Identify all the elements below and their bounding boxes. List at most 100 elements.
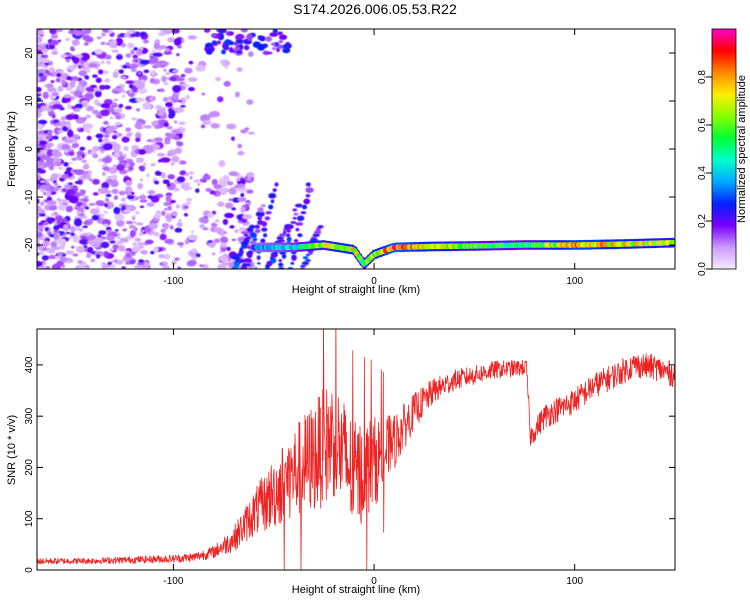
noise-speckle [141, 229, 145, 233]
noise-speckle [113, 195, 119, 200]
oblique-streak-speckle [248, 224, 256, 229]
noise-speckle [92, 178, 100, 185]
oblique-streak-speckle [268, 204, 274, 210]
noise-speckle [60, 217, 68, 223]
noise-speckle [188, 234, 198, 241]
oblique-streak-speckle [286, 224, 294, 230]
noise-speckle [222, 175, 230, 183]
noise-speckle [135, 50, 142, 56]
upper-streak-speckle [278, 39, 284, 44]
noise-speckle [220, 255, 229, 263]
noise-speckle [247, 51, 254, 57]
noise-speckle [77, 157, 83, 161]
snr-series-line [37, 329, 675, 570]
noise-speckle [79, 189, 85, 197]
noise-speckle [79, 52, 90, 61]
noise-speckle [164, 136, 171, 142]
noise-speckle [245, 189, 254, 194]
noise-speckle [117, 34, 121, 38]
noise-speckle [132, 63, 139, 69]
noise-speckle [126, 220, 134, 225]
noise-speckle [64, 149, 69, 154]
noise-speckle [166, 183, 171, 187]
noise-speckle [100, 241, 110, 249]
noise-speckle [177, 266, 181, 269]
noise-speckle [129, 161, 135, 167]
noise-speckle [38, 222, 43, 226]
noise-speckle [82, 225, 89, 229]
noise-speckle [37, 30, 40, 35]
noise-speckle [114, 213, 125, 221]
noise-speckle [152, 56, 159, 64]
noise-speckle [111, 188, 119, 194]
noise-speckle [37, 57, 47, 63]
noise-speckle [121, 94, 126, 98]
noise-speckle [171, 129, 182, 135]
oblique-streak-speckle [233, 260, 241, 266]
noise-speckle [118, 69, 124, 74]
noise-speckle [214, 238, 220, 244]
noise-speckle [45, 217, 56, 223]
noise-speckle [106, 229, 113, 233]
noise-speckle [74, 169, 85, 176]
noise-speckle [217, 96, 224, 103]
noise-speckle [169, 202, 173, 206]
noise-speckle [86, 105, 95, 112]
noise-speckle [72, 236, 80, 243]
noise-speckle [191, 248, 198, 254]
noise-speckle [161, 210, 166, 216]
noise-speckle [184, 172, 190, 177]
noise-speckle [51, 92, 60, 96]
noise-speckle [50, 241, 58, 248]
noise-speckle [195, 188, 200, 193]
noise-speckle [37, 68, 46, 75]
noise-speckle [94, 90, 102, 98]
noise-speckle [199, 224, 206, 229]
colorbar-tick-label: 0.6 [697, 118, 708, 132]
noise-speckle [171, 155, 180, 163]
noise-speckle [46, 106, 53, 113]
noise-speckle [148, 222, 159, 230]
oblique-streak-speckle [261, 227, 268, 232]
noise-speckle [107, 203, 112, 207]
noise-speckle [204, 173, 208, 176]
noise-speckle [247, 261, 255, 269]
noise-speckle [176, 176, 186, 183]
noise-speckle [187, 35, 198, 40]
noise-speckle [131, 246, 142, 252]
upper-streak-speckle [277, 31, 283, 36]
noise-speckle [42, 91, 49, 100]
noise-speckle [103, 210, 109, 214]
noise-speckle [199, 114, 211, 122]
noise-speckle [65, 76, 72, 81]
upper-streak-speckle [211, 40, 218, 45]
noise-speckle [234, 229, 239, 234]
noise-speckle [125, 62, 131, 66]
noise-speckle [70, 47, 76, 52]
oblique-streak-speckle [300, 211, 307, 215]
noise-speckle [68, 68, 72, 73]
noise-speckle [166, 125, 173, 130]
noise-speckle [48, 60, 53, 66]
upper-streak-speckle [276, 47, 280, 53]
oblique-streak-speckle [244, 263, 251, 267]
noise-speckle [191, 230, 194, 234]
oblique-streak-speckle [256, 255, 261, 261]
upper-streak-speckle [235, 42, 242, 46]
noise-speckle [217, 201, 225, 207]
oblique-streak-speckle [305, 182, 311, 187]
noise-speckle [40, 201, 45, 206]
noise-speckle [95, 200, 105, 207]
noise-speckle [39, 140, 48, 145]
noise-speckle [78, 239, 90, 245]
noise-speckle [59, 244, 65, 250]
noise-speckle [123, 209, 130, 213]
noise-speckle [224, 66, 229, 69]
upper-streak-speckle [256, 43, 266, 51]
oblique-streak-speckle [265, 211, 272, 215]
noise-speckle [71, 157, 78, 161]
noise-speckle [173, 187, 180, 192]
noise-speckle [200, 124, 206, 129]
noise-speckle [144, 125, 152, 129]
noise-speckle [180, 104, 186, 108]
